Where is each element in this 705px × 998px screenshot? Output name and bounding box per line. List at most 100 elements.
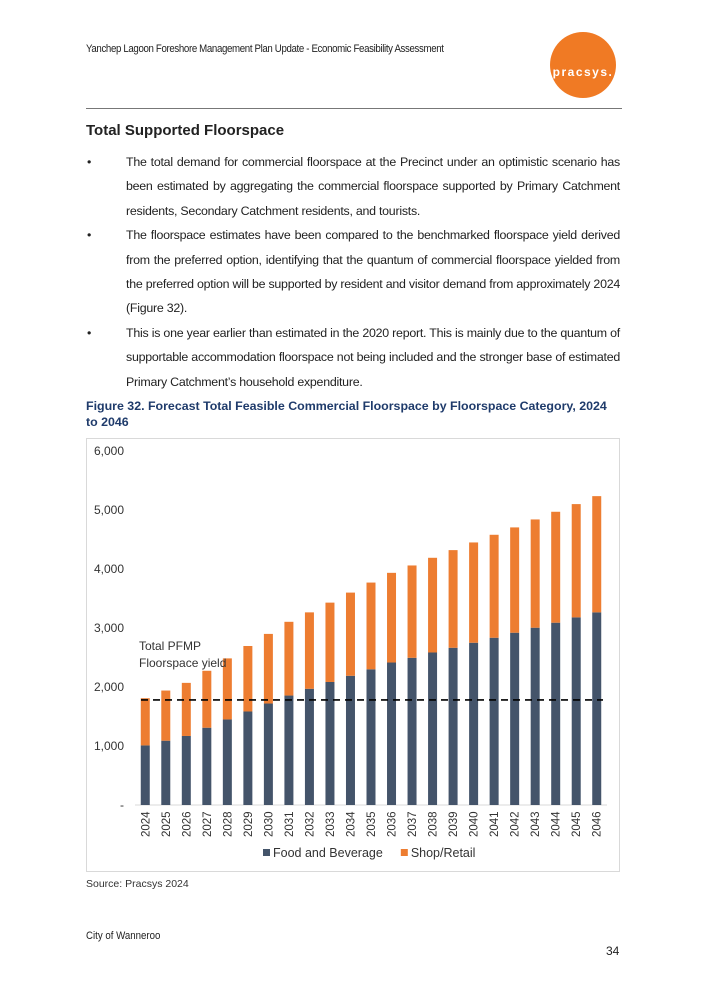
- y-tick-label: 2,000: [94, 680, 124, 694]
- bar-food-and-beverage: [551, 622, 561, 806]
- bar-food-and-beverage: [407, 657, 417, 806]
- document-header-title: Yanchep Lagoon Foreshore Management Plan…: [86, 43, 444, 55]
- bullet-list: • The total demand for commercial floorsp…: [86, 150, 620, 394]
- bar-food-and-beverage: [202, 727, 212, 806]
- bar-shop-retail: [140, 698, 150, 746]
- bar-food-and-beverage: [530, 627, 540, 806]
- bar-shop-retail: [551, 511, 561, 623]
- x-tick-label: 2031: [284, 811, 296, 837]
- bar-food-and-beverage: [325, 682, 335, 806]
- bar-food-and-beverage: [284, 695, 294, 806]
- bar-shop-retail: [243, 646, 253, 712]
- footer-org: City of Wanneroo: [86, 930, 161, 942]
- bar-shop-retail: [366, 582, 376, 670]
- bullet-icon: •: [87, 155, 92, 169]
- bullet-text: The floorspace estimates have been compa…: [126, 228, 620, 316]
- bar-food-and-beverage: [592, 612, 602, 806]
- bar-shop-retail: [530, 519, 540, 628]
- bar-shop-retail: [345, 592, 355, 676]
- bar-food-and-beverage: [428, 652, 438, 806]
- x-tick-label: 2038: [428, 811, 440, 837]
- x-tick-label: 2037: [407, 811, 419, 837]
- bar-food-and-beverage: [345, 675, 355, 806]
- pracsys-logo: pracsys.: [550, 32, 616, 98]
- x-tick-label: 2035: [366, 811, 378, 837]
- x-tick-label: 2039: [448, 811, 460, 837]
- bar-shop-retail: [222, 658, 232, 720]
- legend-swatch: [263, 849, 270, 857]
- x-tick-label: 2028: [222, 811, 234, 837]
- bullet-icon: •: [87, 325, 92, 340]
- bar-shop-retail: [161, 690, 171, 741]
- bar-food-and-beverage: [448, 647, 458, 806]
- legend-label: Food and Beverage: [273, 846, 383, 860]
- x-tick-label: 2045: [571, 811, 583, 837]
- bullet-text: This is one year earlier than estimated …: [126, 325, 620, 389]
- x-tick-label: 2024: [140, 811, 152, 837]
- y-tick-label: 3,000: [94, 621, 124, 635]
- x-tick-label: 2041: [489, 811, 501, 837]
- y-tick-label: 1,000: [94, 739, 124, 753]
- header-divider: [86, 108, 622, 109]
- x-tick-label: 2033: [325, 811, 337, 837]
- bar-food-and-beverage: [366, 669, 376, 806]
- bullet-icon: •: [87, 228, 92, 243]
- figure-caption: Figure 32. Forecast Total Feasible Comme…: [86, 399, 607, 430]
- bar-shop-retail: [263, 633, 273, 704]
- figure-source: Source: Pracsys 2024: [86, 878, 189, 891]
- bullet-text: The total demand for commercial floorspa…: [126, 155, 620, 218]
- bar-shop-retail: [284, 621, 294, 696]
- bar-shop-retail: [571, 504, 581, 618]
- reference-line-label: Floorspace yield: [139, 656, 226, 670]
- bullet-item: • This is one year earlier than estimated…: [86, 321, 620, 394]
- content-flow: • The total demand for commercial floorsp…: [86, 150, 620, 890]
- bar-food-and-beverage: [489, 637, 499, 806]
- x-tick-label: 2042: [510, 811, 522, 837]
- x-tick-label: 2034: [345, 811, 357, 837]
- bar-shop-retail: [181, 682, 191, 737]
- bar-shop-retail: [489, 534, 499, 638]
- bar-food-and-beverage: [222, 719, 232, 806]
- y-tick-label: 4,000: [94, 562, 124, 576]
- x-tick-label: 2032: [304, 811, 316, 837]
- x-tick-label: 2036: [387, 811, 399, 837]
- bar-shop-retail: [325, 602, 335, 683]
- bar-shop-retail: [387, 572, 397, 663]
- logo-text: pracsys.: [552, 65, 614, 79]
- x-tick-label: 2046: [592, 811, 604, 837]
- x-tick-label: 2040: [469, 811, 481, 837]
- y-tick-label: 5,000: [94, 503, 124, 517]
- bar-food-and-beverage: [387, 662, 397, 806]
- legend-swatch: [400, 849, 408, 857]
- bullet-item: • The floorspace estimates have been comp…: [86, 223, 620, 321]
- bar-shop-retail: [407, 565, 417, 658]
- x-tick-label: 2030: [263, 811, 275, 837]
- chart-frame: - 1,000 2,000 3,000 4,000 5,000 6,000 2024 2025 2…: [86, 438, 620, 873]
- bar-shop-retail: [592, 496, 602, 613]
- bar-shop-retail: [428, 557, 438, 653]
- bar-food-and-beverage: [510, 632, 520, 806]
- y-tick-label: 6,000: [94, 444, 124, 458]
- bar-shop-retail: [448, 550, 458, 648]
- legend-label: Shop/Retail: [411, 846, 476, 860]
- bar-food-and-beverage: [243, 711, 253, 806]
- y-tick-label: -: [120, 798, 124, 812]
- section-heading: Total Supported Floorspace: [86, 122, 285, 139]
- bar-food-and-beverage: [469, 642, 479, 806]
- x-tick-label: 2025: [161, 811, 173, 837]
- bar-food-and-beverage: [140, 745, 150, 806]
- bar-food-and-beverage: [304, 688, 314, 806]
- bar-food-and-beverage: [161, 740, 171, 806]
- bar-shop-retail: [304, 612, 314, 689]
- page-number: 34: [606, 944, 620, 958]
- reference-line-label: Total PFMP: [139, 639, 201, 653]
- x-tick-label: 2029: [243, 811, 255, 837]
- stacked-bar-chart: - 1,000 2,000 3,000 4,000 5,000 6,000 2024 2025 2…: [94, 444, 607, 860]
- bar-food-and-beverage: [181, 736, 191, 806]
- bar-shop-retail: [469, 542, 479, 643]
- x-tick-label: 2027: [202, 811, 214, 837]
- bar-food-and-beverage: [571, 617, 581, 806]
- bullet-item: • The total demand for commercial floorsp…: [86, 150, 620, 223]
- x-tick-label: 2026: [181, 811, 193, 837]
- x-tick-label: 2043: [530, 811, 542, 837]
